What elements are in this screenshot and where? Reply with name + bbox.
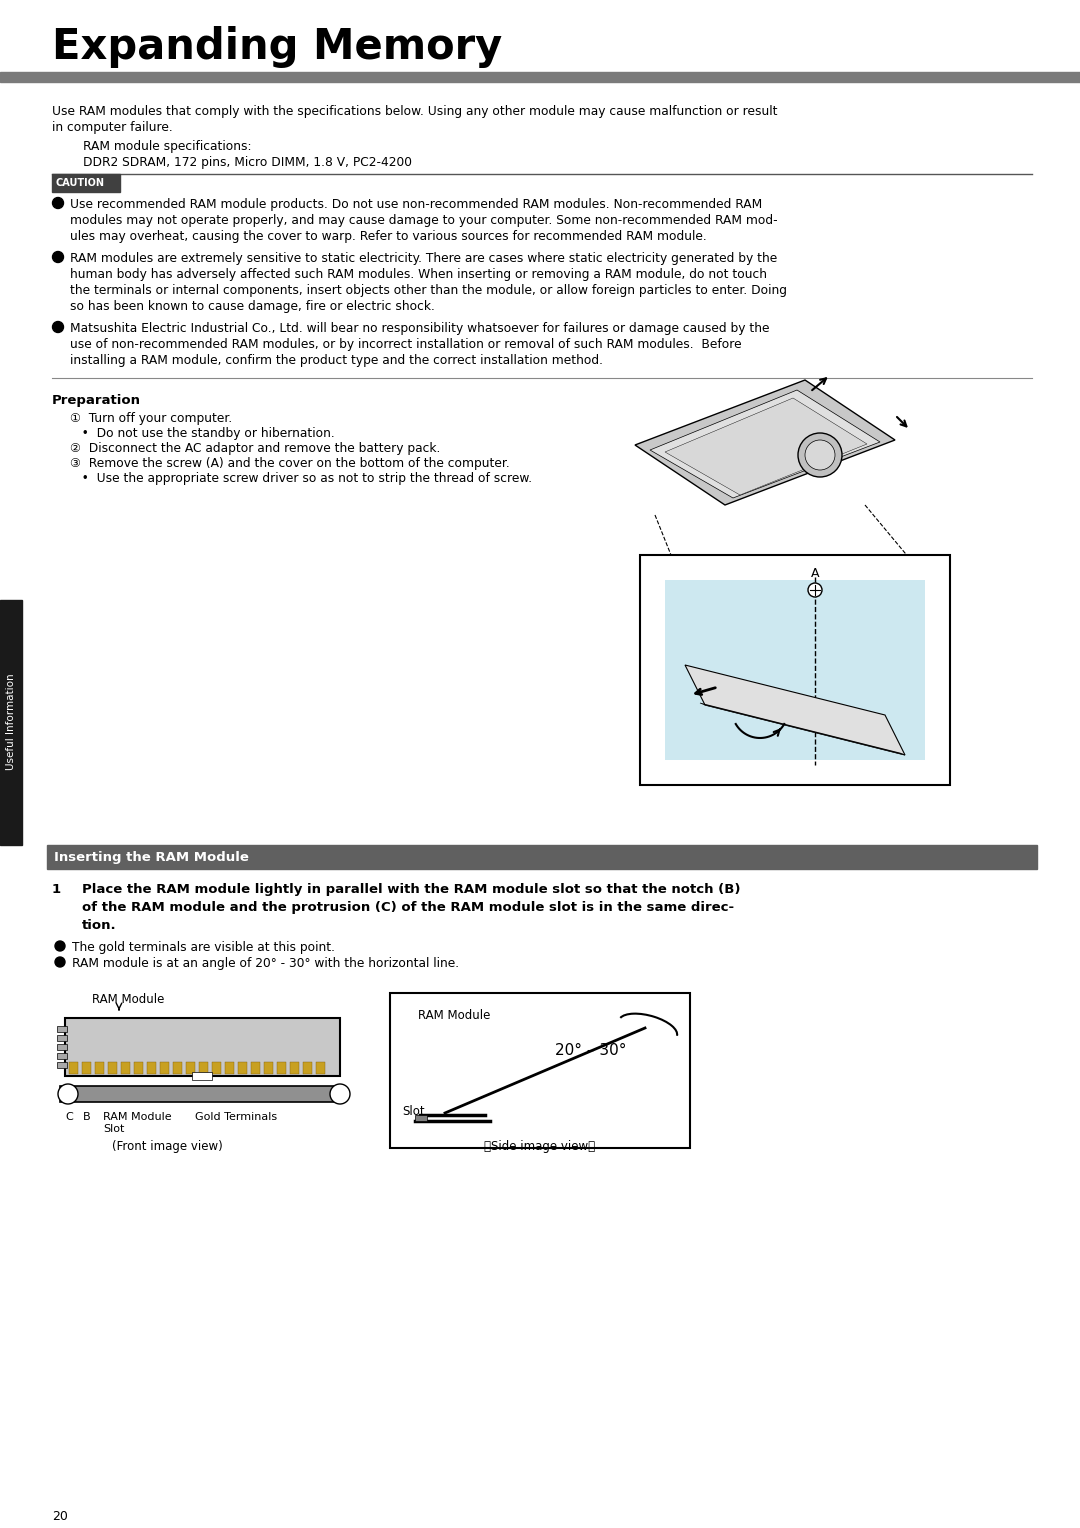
Bar [57, 1044, 67, 1050]
Bar [65, 1018, 340, 1076]
Text: Slot: Slot [402, 1105, 424, 1118]
Bar [95, 1062, 104, 1074]
Text: 20: 20 [52, 1510, 68, 1523]
Bar [316, 1062, 325, 1074]
Circle shape [53, 321, 64, 333]
Text: DDR2 SDRAM, 172 pins, Micro DIMM, 1.8 V, PC2-4200: DDR2 SDRAM, 172 pins, Micro DIMM, 1.8 V,… [52, 156, 411, 170]
Text: ules may overheat, causing the cover to warp. Refer to various sources for recom: ules may overheat, causing the cover to … [70, 231, 706, 243]
Bar [57, 1025, 67, 1031]
Bar [57, 1034, 67, 1041]
Text: Inserting the RAM Module: Inserting the RAM Module [54, 851, 248, 863]
Text: C: C [65, 1112, 72, 1122]
Circle shape [55, 941, 65, 950]
Circle shape [330, 1083, 350, 1105]
Text: in computer failure.: in computer failure. [52, 121, 173, 134]
Text: so has been known to cause damage, fire or electric shock.: so has been known to cause damage, fire … [70, 299, 435, 313]
Text: RAM module is at an angle of 20° - 30° with the horizontal line.: RAM module is at an angle of 20° - 30° w… [72, 957, 459, 970]
Text: Place the RAM module lightly in parallel with the RAM module slot so that the no: Place the RAM module lightly in parallel… [82, 883, 741, 895]
Text: B: B [83, 1112, 91, 1122]
Text: ③  Remove the screw (A) and the cover on the bottom of the computer.: ③ Remove the screw (A) and the cover on … [70, 457, 510, 471]
Bar [57, 1062, 67, 1068]
Text: Matsushita Electric Industrial Co., Ltd. will bear no responsibility whatsoever : Matsushita Electric Industrial Co., Ltd.… [70, 322, 769, 335]
Bar [82, 1062, 91, 1074]
Text: Gold Terminals: Gold Terminals [195, 1112, 278, 1122]
Text: 20° – 30°: 20° – 30° [555, 1044, 626, 1057]
Text: （Side image view）: （Side image view） [485, 1140, 595, 1154]
Bar [264, 1062, 273, 1074]
Bar [291, 1062, 299, 1074]
Text: Preparation: Preparation [52, 394, 141, 406]
Text: 1: 1 [52, 883, 62, 895]
Text: tion.: tion. [82, 918, 117, 932]
Bar [225, 1062, 234, 1074]
Text: modules may not operate properly, and may cause damage to your computer. Some no: modules may not operate properly, and ma… [70, 214, 778, 228]
Polygon shape [635, 380, 895, 504]
Text: (Front image view): (Front image view) [112, 1140, 222, 1154]
Bar [52, 174, 120, 193]
Text: CAUTION: CAUTION [56, 177, 105, 188]
Bar [121, 1062, 130, 1074]
Circle shape [58, 1083, 78, 1105]
Circle shape [805, 440, 835, 471]
Bar [60, 1086, 345, 1102]
Bar [147, 1062, 156, 1074]
Text: •  Use the appropriate screw driver so as not to strip the thread of screw.: • Use the appropriate screw driver so as… [70, 472, 532, 484]
Circle shape [53, 252, 64, 263]
Text: RAM module specifications:: RAM module specifications: [52, 141, 252, 153]
Bar [238, 1062, 247, 1074]
Text: ②  Disconnect the AC adaptor and remove the battery pack.: ② Disconnect the AC adaptor and remove t… [70, 442, 441, 455]
Bar [192, 1073, 212, 1080]
Bar [212, 1062, 221, 1074]
Bar [199, 1062, 208, 1074]
Bar [48, 845, 1037, 869]
Text: RAM modules are extremely sensitive to static electricity. There are cases where: RAM modules are extremely sensitive to s… [70, 252, 778, 264]
Circle shape [53, 197, 64, 208]
Text: The gold terminals are visible at this point.: The gold terminals are visible at this p… [72, 941, 335, 953]
Circle shape [55, 957, 65, 967]
Bar [276, 1062, 286, 1074]
Text: of the RAM module and the protrusion (C) of the RAM module slot is in the same d: of the RAM module and the protrusion (C)… [82, 902, 734, 914]
Text: RAM Module
Slot: RAM Module Slot [103, 1112, 172, 1134]
Bar [173, 1062, 183, 1074]
Bar [0, 72, 1080, 83]
Text: human body has adversely affected such RAM modules. When inserting or removing a: human body has adversely affected such R… [70, 267, 767, 281]
Text: Useful Information: Useful Information [6, 674, 16, 770]
Text: A: A [811, 567, 820, 581]
Circle shape [798, 432, 842, 477]
Bar [160, 1062, 168, 1074]
Bar [640, 555, 950, 785]
Polygon shape [665, 397, 867, 495]
Text: RAM Module: RAM Module [418, 1008, 490, 1022]
Polygon shape [650, 390, 880, 498]
Bar [69, 1062, 78, 1074]
Bar [186, 1062, 195, 1074]
Bar [251, 1062, 260, 1074]
Bar [665, 581, 924, 759]
Text: installing a RAM module, confirm the product type and the correct installation m: installing a RAM module, confirm the pro… [70, 354, 603, 367]
Bar [303, 1062, 312, 1074]
Bar [415, 1115, 427, 1122]
Polygon shape [685, 665, 905, 755]
Text: Expanding Memory: Expanding Memory [52, 26, 502, 69]
Text: Use RAM modules that comply with the specifications below. Using any other modul: Use RAM modules that comply with the spe… [52, 105, 778, 118]
Bar [0, 601, 22, 845]
Polygon shape [700, 703, 905, 755]
Text: use of non-recommended RAM modules, or by incorrect installation or removal of s: use of non-recommended RAM modules, or b… [70, 338, 742, 351]
Text: the terminals or internal components, insert objects other than the module, or a: the terminals or internal components, in… [70, 284, 787, 296]
Bar [390, 993, 690, 1148]
Bar [57, 1053, 67, 1059]
Bar [108, 1062, 117, 1074]
Bar [134, 1062, 143, 1074]
Text: •  Do not use the standby or hibernation.: • Do not use the standby or hibernation. [70, 426, 335, 440]
Circle shape [808, 584, 822, 597]
Text: RAM Module: RAM Module [92, 993, 164, 1005]
Text: Use recommended RAM module products. Do not use non-recommended RAM modules. Non: Use recommended RAM module products. Do … [70, 199, 762, 211]
Text: ①  Turn off your computer.: ① Turn off your computer. [70, 413, 232, 425]
